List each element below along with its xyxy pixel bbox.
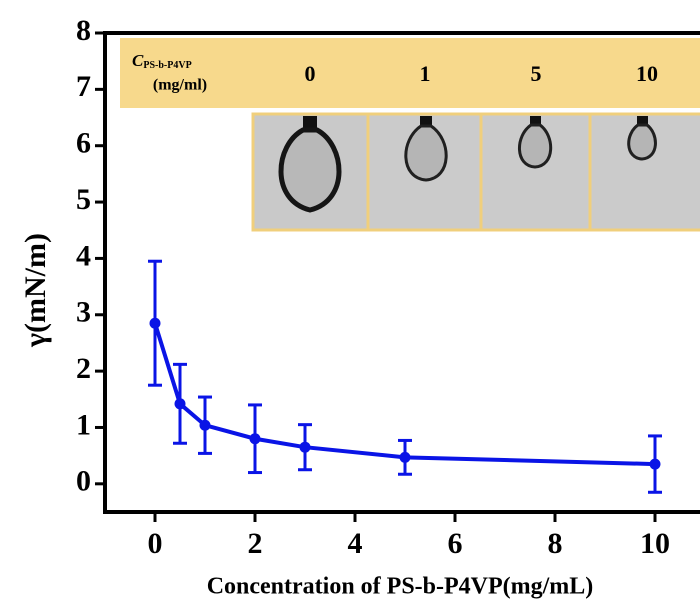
inset-header — [120, 38, 700, 108]
inset-label: CPS-b-P4VP — [132, 51, 192, 71]
inset-column: 5 — [531, 61, 542, 86]
data-point — [149, 317, 161, 329]
y-tick-label: 5 — [76, 183, 91, 216]
inset-symbol: C — [132, 51, 144, 70]
x-axis-label: Concentration of PS-b-P4VP(mg/mL) — [207, 574, 594, 600]
y-axis-label: γ(mN/m) — [19, 233, 52, 348]
y-tick-label: 7 — [76, 70, 91, 103]
data-point — [649, 458, 661, 470]
y-tick-label: 4 — [76, 239, 91, 272]
data-point — [249, 433, 261, 445]
x-tick-label: 4 — [348, 527, 363, 560]
x-tick-label: 0 — [148, 527, 163, 560]
inset-unit: (mg/ml) — [153, 77, 207, 94]
inset-column: 10 — [636, 61, 658, 86]
y-tick-label: 0 — [76, 465, 91, 498]
droplets — [278, 116, 657, 213]
x-tick-label: 2 — [248, 527, 263, 560]
data-point — [299, 441, 311, 453]
y-tick-label: 2 — [76, 352, 91, 385]
x-tick-label: 10 — [640, 527, 670, 560]
y-tick-label: 6 — [76, 127, 91, 160]
y-tick-label: 3 — [76, 296, 91, 329]
inset-column: 1 — [420, 61, 431, 86]
inset-column: 0 — [305, 61, 316, 86]
axis-frame — [103, 31, 700, 514]
x-tick-label: 8 — [548, 527, 563, 560]
inset-subscript: PS-b-P4VP — [143, 60, 191, 71]
data-point — [174, 398, 186, 410]
y-tick-label: 1 — [76, 408, 91, 441]
inset: CPS-b-P4VP (mg/ml) — [120, 38, 700, 232]
data-point — [199, 419, 211, 431]
x-tick-label: 6 — [448, 527, 463, 560]
y-tick-label: 8 — [76, 14, 91, 47]
data-point — [399, 451, 411, 463]
